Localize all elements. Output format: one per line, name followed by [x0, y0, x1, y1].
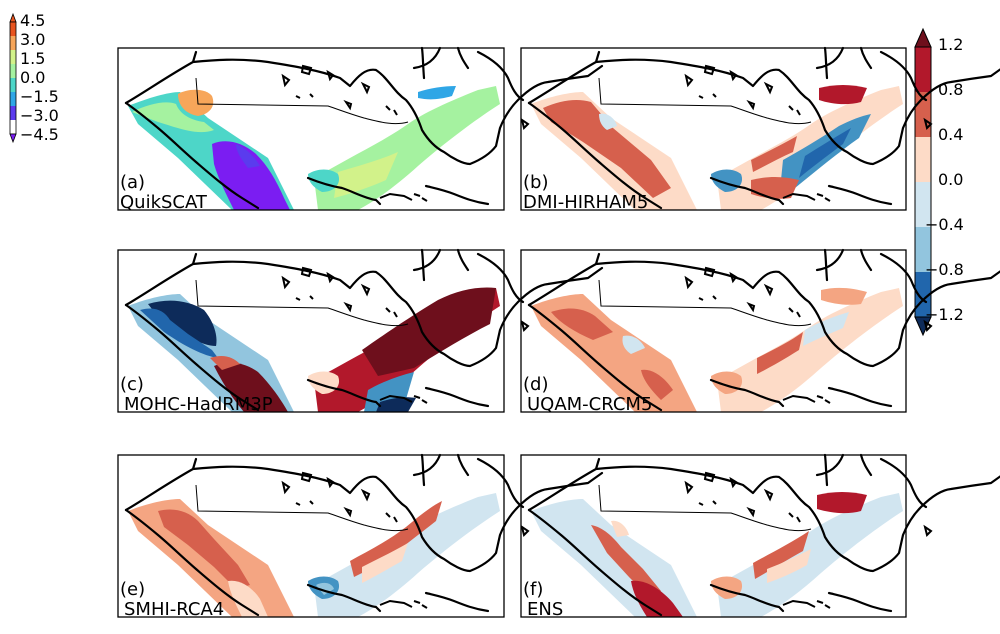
panel-letter: (d): [523, 374, 548, 395]
pacific-pale: [228, 580, 268, 617]
pacific-cold-core: [148, 300, 217, 346]
pacific-cold: [140, 308, 218, 358]
panel-title: MOHC-HadRM3P: [124, 394, 273, 415]
atlantic-warm: [753, 531, 809, 579]
left-colorbar-tick: 1.5: [20, 49, 45, 68]
atlantic-cool: [803, 312, 849, 346]
pacific-hot-south: [631, 580, 683, 617]
panel-letter: (a): [120, 172, 145, 193]
right-colorbar-tick: 1.2: [938, 35, 963, 54]
right-colorbar-tick: 0.8: [938, 80, 963, 99]
left-colorbar-segment: [10, 64, 16, 78]
left-colorbar-segment: [10, 36, 16, 50]
map-panel-a: (a) QuikSCAT: [117, 46, 604, 213]
panel-letter: (f): [523, 579, 543, 600]
atlantic-warm: [751, 136, 797, 172]
right-colorbar-tick: 0.4: [938, 125, 963, 144]
atlantic-dark-warm: [362, 287, 496, 376]
left-colorbar-top-arrow: [9, 12, 17, 23]
panel-title: SMHI-RCA4: [124, 599, 224, 620]
right-colorbar-segment: [915, 182, 931, 227]
pacific-warm-patch: [551, 308, 613, 340]
pacific-cool: [622, 335, 645, 354]
right-colorbar-segment: [915, 272, 931, 317]
left-colorbar-tick: 4.5: [20, 11, 45, 30]
left-colorbar-segment: [10, 22, 16, 36]
pacific-warm-south: [641, 369, 673, 400]
right-colorbar-tick: 0.0: [938, 170, 963, 189]
atlantic-field: [717, 493, 903, 617]
north-hot: [817, 492, 867, 514]
panel-title: QuikSCAT: [120, 192, 208, 213]
right-colorbar-segment: [915, 137, 931, 182]
caribbean-warm: [751, 177, 799, 199]
left-colorbar-segment: [10, 106, 16, 120]
left-colorbar-tick: −1.5: [20, 87, 59, 106]
right-colorbar-segment: [915, 47, 931, 92]
atlantic-green: [334, 152, 398, 198]
pacific-warm: [214, 362, 288, 412]
left-colorbar-tick: 3.0: [20, 30, 45, 49]
atlantic-field: [314, 493, 500, 617]
atlantic-cold-core: [799, 128, 851, 178]
pacific-high: [178, 89, 214, 116]
right-colorbar-top-arrow: [914, 27, 932, 48]
panel-letter: (c): [120, 374, 144, 395]
right-colorbar: 1.2 0.8 0.4 0.0 −0.4 −0.8 −1.2: [914, 27, 964, 337]
pacific-warm: [543, 100, 671, 198]
map-panel-c: (c) MOHC-HadRM3P: [117, 248, 604, 415]
left-colorbar-tick: 0.0: [20, 68, 45, 87]
atlantic-warm: [350, 501, 442, 577]
panel-frame: [520, 454, 907, 618]
left-colorbar-bottom-arrow: [9, 133, 17, 144]
left-colorbar-tick: −3.0: [20, 106, 59, 125]
atlantic-warm: [757, 332, 803, 374]
pacific-mid-warm: [210, 356, 240, 370]
right-colorbar-tick: −0.8: [925, 260, 964, 279]
map-panel-e: (e) SMHI-RCA4: [117, 453, 604, 620]
pacific-low: [212, 141, 290, 210]
atlantic-pale: [767, 549, 811, 583]
panel-title: ENS: [527, 599, 563, 620]
atlantic-cold-deep: [376, 397, 416, 412]
panel-frame: [520, 249, 907, 413]
north-hot: [819, 85, 867, 105]
left-colorbar-segment: [10, 92, 16, 106]
atlantic-field: [717, 288, 903, 412]
panel-title: DMI-HIRHAM5: [523, 192, 648, 213]
panel-frame: [117, 454, 505, 618]
right-colorbar-tick: −1.2: [925, 305, 964, 324]
pacific-green: [132, 102, 214, 133]
gulf-cool: [316, 582, 334, 595]
atlantic-cyan: [418, 86, 456, 100]
left-colorbar-tick: −4.5: [20, 125, 59, 144]
panel-letter: (b): [523, 172, 548, 193]
map-panel-b: (b) DMI-HIRHAM5: [520, 46, 1000, 213]
right-colorbar-tick: −0.4: [925, 215, 964, 234]
atlantic-pale: [362, 543, 408, 583]
left-colorbar-segment: [10, 78, 16, 92]
pacific-warm-coast: [158, 509, 250, 589]
panel-title: UQAM-CRCM5: [527, 394, 652, 415]
panel-frame: [117, 249, 505, 413]
pacific-warm-coast: [591, 525, 661, 597]
map-panel-d: (d) UQAM-CRCM5: [520, 248, 1000, 415]
map-panel-f: (f) ENS: [520, 453, 1000, 620]
pacific-cool: [599, 113, 617, 130]
panel-frame: [520, 47, 907, 211]
pacific-pale: [611, 520, 629, 537]
left-colorbar: 4.5 3.0 1.5 0.0 −1.5 −3.0 −4.5: [9, 11, 59, 144]
panel-frame: [117, 47, 505, 211]
panel-letter: (e): [120, 579, 145, 600]
pacific-mid: [236, 144, 260, 168]
north-warm: [821, 287, 867, 305]
left-colorbar-segment: [10, 50, 16, 64]
right-colorbar-segment: [915, 227, 931, 272]
